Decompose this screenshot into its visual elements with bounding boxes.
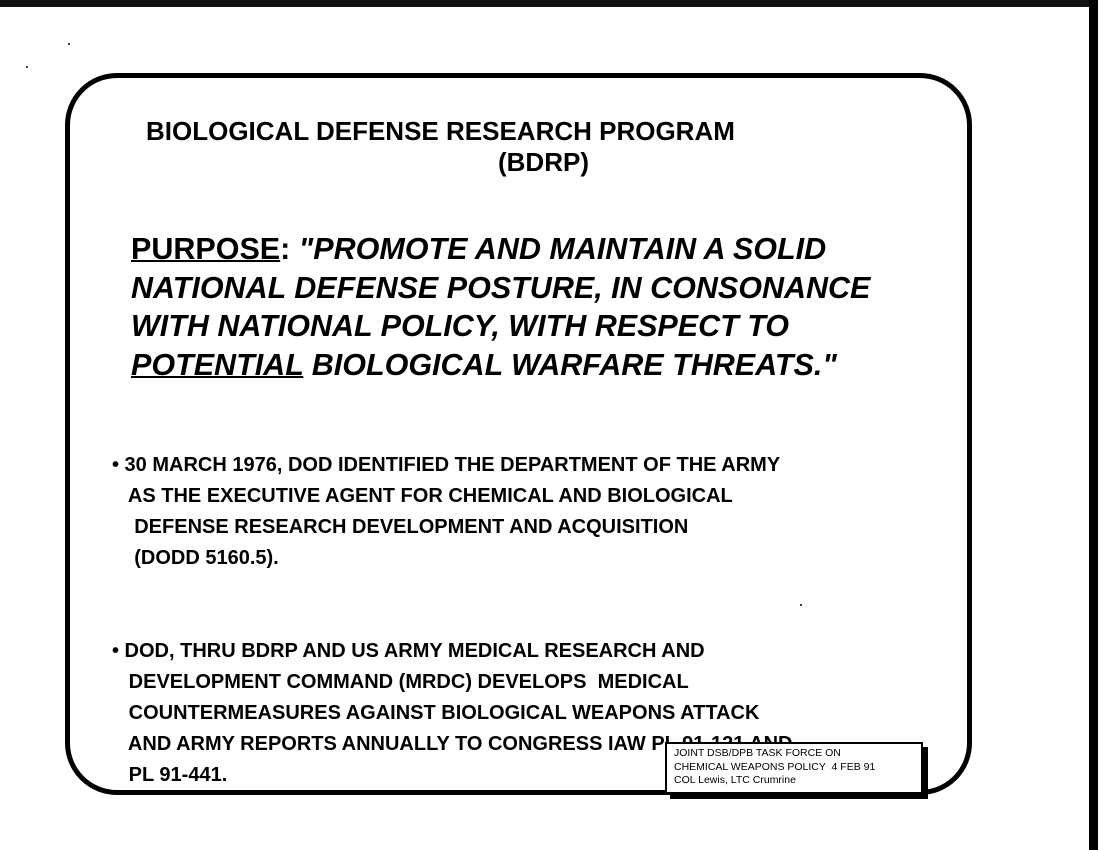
slide-frame: [65, 73, 972, 795]
purpose-line-3: WITH NATIONAL POLICY, WITH RESPECT TO: [131, 309, 790, 343]
bullet-line: • DOD, THRU BDRP AND US ARMY MEDICAL RES…: [112, 640, 705, 662]
scan-right-border: [1089, 0, 1098, 850]
slide-title: BIOLOGICAL DEFENSE RESEARCH PROGRAM (BDR…: [146, 116, 886, 178]
footer-source-box: JOINT DSB/DPB TASK FORCE ON CHEMICAL WEA…: [665, 742, 923, 794]
title-line-2: (BDRP): [498, 147, 589, 177]
scan-top-border: [0, 0, 1098, 7]
purpose-line-2: NATIONAL DEFENSE POSTURE, IN CONSONANCE: [131, 270, 871, 305]
purpose-colon: :: [280, 232, 291, 266]
purpose-label: PURPOSE: [131, 232, 281, 266]
title-line-1: BIOLOGICAL DEFENSE RESEARCH PROGRAM: [146, 116, 735, 146]
footer-line-2: CHEMICAL WEAPONS POLICY 4 FEB 91: [674, 760, 876, 773]
bullet-line: DEVELOPMENT COMMAND (MRDC) DEVELOPS MEDI…: [112, 671, 689, 693]
purpose-line-4: BIOLOGICAL WARFARE THREATS.": [303, 347, 837, 382]
footer-line-1: JOINT DSB/DPB TASK FORCE ON: [674, 747, 841, 759]
bullet-item: • DOD, THRU BDRP AND US ARMY MEDICAL RES…: [112, 636, 1012, 791]
purpose-statement: PURPOSE: "PROMOTE AND MAINTAIN A SOLID N…: [131, 230, 1071, 384]
bullet-line: AS THE EXECUTIVE AGENT FOR CHEMICAL AND …: [112, 485, 733, 507]
scan-speck: [26, 66, 28, 68]
bullet-line: (DODD 5160.5).: [112, 547, 279, 569]
purpose-potential: POTENTIAL: [131, 347, 304, 382]
bullet-line: • 30 MARCH 1976, DOD IDENTIFIED THE DEPA…: [112, 454, 781, 476]
bullet-line: COUNTERMEASURES AGAINST BIOLOGICAL WEAPO…: [112, 702, 760, 724]
scan-speck: [68, 43, 70, 45]
purpose-line-1: "PROMOTE AND MAINTAIN A SOLID: [290, 232, 827, 266]
bullet-line: DEFENSE RESEARCH DEVELOPMENT AND ACQUISI…: [112, 516, 689, 538]
scan-speck: [800, 604, 802, 606]
footer-line-3: COL Lewis, LTC Crumrine: [674, 774, 796, 786]
bullet-line: PL 91-441.: [112, 764, 228, 786]
bullet-item: • 30 MARCH 1976, DOD IDENTIFIED THE DEPA…: [112, 450, 1012, 574]
